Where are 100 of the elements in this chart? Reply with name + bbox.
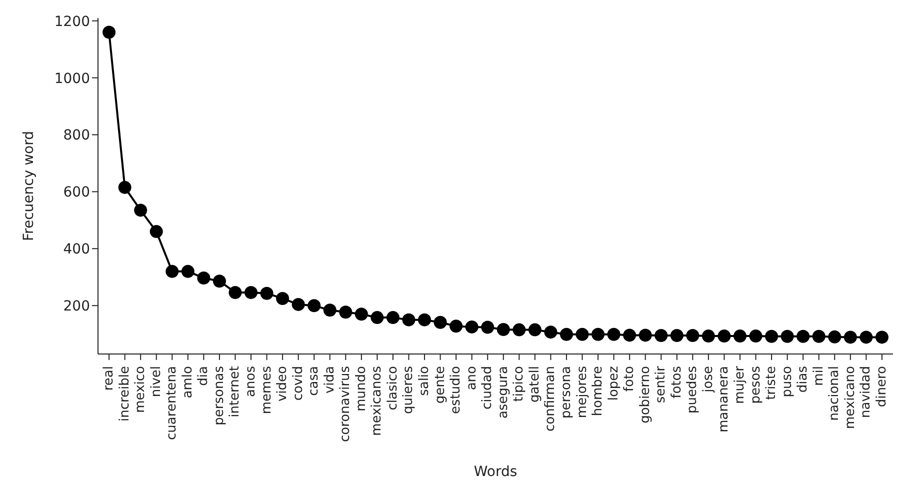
point [544, 326, 558, 339]
x-tick-label: sentir [654, 365, 669, 404]
y-tick-label: 400 [63, 242, 90, 258]
x-tick-label: confirman [543, 366, 558, 432]
y-tick-label: 1000 [54, 70, 90, 87]
y-tick-label: 200 [63, 298, 90, 315]
x-tick-label: puso [780, 366, 795, 398]
point [844, 330, 857, 344]
point [386, 311, 400, 324]
x-tick-label: nacional [827, 366, 842, 421]
x-tick-label: asegura [496, 366, 511, 419]
x-tick-label: personas [212, 366, 227, 426]
x-tick-label: fotos [669, 366, 684, 398]
x-tick-label: casa [306, 366, 322, 396]
x-tick-label: foto [622, 366, 638, 392]
x-tick-label: gatell [527, 366, 542, 403]
x-tick-label: navidad [858, 366, 874, 418]
point [623, 328, 636, 342]
x-tick-label: ano [464, 366, 480, 390]
x-tick-label: mujer [732, 365, 748, 404]
point [860, 330, 873, 344]
x-tick-label: anos [244, 366, 259, 397]
point [181, 264, 194, 278]
point [749, 330, 762, 343]
point [465, 320, 478, 334]
x-tick-label: dias [796, 366, 811, 393]
point [354, 308, 368, 321]
point [496, 323, 510, 336]
point [434, 316, 447, 329]
point [197, 271, 210, 284]
x-tick-label: mil [811, 366, 826, 386]
point [654, 328, 668, 342]
x-tick-label: amlo [180, 366, 196, 398]
point [607, 328, 620, 341]
point [450, 320, 463, 333]
x-tick-label: mexico [133, 366, 148, 413]
point [576, 328, 589, 341]
point [228, 286, 242, 299]
point [481, 320, 494, 334]
point [118, 180, 132, 194]
point [828, 330, 842, 344]
y-axis-title: Frecuency word [20, 131, 37, 241]
x-tick-label: hombre [590, 366, 606, 416]
x-tick-label: salio [417, 366, 432, 396]
point [166, 264, 179, 278]
point [638, 328, 652, 342]
x-tick-label: tipico [512, 366, 527, 402]
point [212, 274, 226, 288]
point [150, 225, 163, 238]
x-tick-label: triste [764, 366, 780, 400]
x-tick-label: pesos [748, 366, 764, 404]
point [765, 330, 778, 343]
x-tick-label: memes [259, 366, 274, 414]
x-tick-label: coronavirus [338, 366, 354, 442]
x-tick-label: mexicano [842, 366, 858, 430]
x-tick-label: mejores [574, 366, 590, 418]
x-tick-label: ciudad [480, 366, 496, 410]
x-tick-label: nivel [148, 366, 164, 398]
x-axis-title: Words [474, 464, 518, 480]
point [592, 328, 605, 341]
x-tick-label: lopez [606, 366, 622, 401]
point [702, 330, 715, 343]
point [528, 323, 542, 336]
x-tick-label: real [102, 366, 117, 391]
x-tick-label: mananera [716, 366, 732, 432]
point [718, 330, 731, 343]
point [260, 286, 274, 300]
point [780, 330, 794, 343]
point [102, 26, 116, 39]
point [134, 204, 148, 217]
x-tick-label: gobierno [638, 366, 653, 424]
point [402, 313, 416, 326]
x-tick-label: mundo [354, 366, 369, 412]
point [323, 304, 336, 317]
x-tick-label: gente [432, 366, 448, 404]
x-tick-label: video [275, 366, 290, 402]
x-tick-label: quieres [401, 366, 416, 414]
point [308, 299, 321, 312]
point [418, 313, 432, 326]
point [796, 330, 810, 343]
y-tick-label: 1200 [54, 14, 90, 30]
point [512, 323, 526, 336]
x-tick-label: dinero [874, 366, 890, 408]
x-tick-label: covid [290, 366, 306, 401]
x-tick-label: puedes [685, 366, 700, 414]
point [686, 328, 700, 342]
x-tick-label: mexicanos [370, 366, 385, 436]
point [370, 311, 384, 324]
x-tick-label: clasico [385, 366, 400, 410]
point [875, 330, 888, 344]
y-tick-label: 600 [63, 184, 90, 201]
point [339, 306, 352, 319]
y-tick-label: 800 [63, 128, 90, 144]
point [244, 286, 258, 299]
point [670, 328, 684, 342]
x-tick-label: jose [700, 366, 716, 394]
x-tick-label: vida [322, 366, 338, 394]
x-tick-label: internet [228, 366, 243, 418]
x-tick-label: cuarentena [164, 366, 180, 440]
x-tick-label: dia [196, 366, 212, 386]
